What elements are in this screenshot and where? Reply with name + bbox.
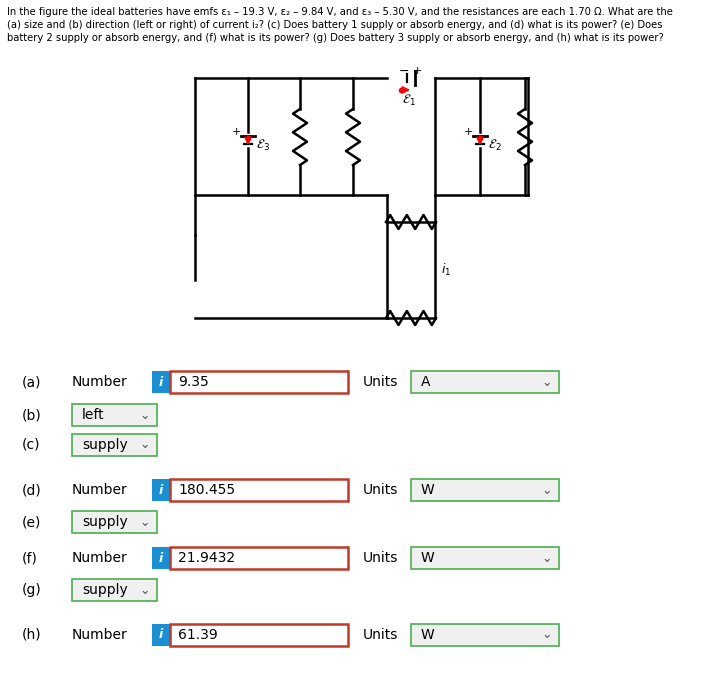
FancyBboxPatch shape	[72, 511, 157, 533]
Text: $\mathcal{E}_1$: $\mathcal{E}_1$	[402, 93, 416, 108]
Text: In the figure the ideal batteries have emfs ε₁ – 19.3 V, ε₂ – 9.84 V, and ε₃ – 5: In the figure the ideal batteries have e…	[7, 7, 673, 17]
Text: ⌄: ⌄	[542, 375, 553, 388]
Text: Units: Units	[363, 375, 399, 389]
FancyBboxPatch shape	[152, 547, 170, 569]
FancyBboxPatch shape	[72, 404, 157, 426]
Text: ⌄: ⌄	[542, 484, 553, 497]
Text: $\mathcal{E}_2$: $\mathcal{E}_2$	[488, 138, 502, 153]
FancyBboxPatch shape	[152, 371, 170, 393]
Text: (a): (a)	[22, 375, 41, 389]
Text: 180.455: 180.455	[178, 483, 235, 497]
Text: $i_1$: $i_1$	[441, 262, 451, 278]
Text: (e): (e)	[22, 515, 41, 529]
Text: ⌄: ⌄	[140, 408, 150, 422]
Text: Number: Number	[72, 628, 128, 642]
FancyBboxPatch shape	[72, 579, 157, 601]
Text: ⌄: ⌄	[140, 515, 150, 529]
Text: W: W	[421, 628, 434, 642]
FancyBboxPatch shape	[170, 371, 348, 393]
Text: Number: Number	[72, 551, 128, 565]
Text: W: W	[421, 483, 434, 497]
Text: ⌄: ⌄	[140, 439, 150, 451]
Text: (c): (c)	[22, 438, 41, 452]
Text: W: W	[421, 551, 434, 565]
Text: Units: Units	[363, 628, 399, 642]
FancyBboxPatch shape	[72, 434, 157, 456]
FancyBboxPatch shape	[411, 624, 559, 646]
Text: 21.9432: 21.9432	[178, 551, 235, 565]
Text: i: i	[159, 375, 163, 388]
Text: Units: Units	[363, 551, 399, 565]
Text: (d): (d)	[22, 483, 41, 497]
Text: ⌄: ⌄	[542, 629, 553, 641]
Text: (a) size and (b) direction (left or right) of current i₂? (c) Does battery 1 sup: (a) size and (b) direction (left or righ…	[7, 20, 662, 30]
Text: 9.35: 9.35	[178, 375, 209, 389]
Text: 61.39: 61.39	[178, 628, 218, 642]
Text: +: +	[463, 127, 472, 137]
Text: (h): (h)	[22, 628, 41, 642]
Text: ⌄: ⌄	[542, 551, 553, 565]
Text: Number: Number	[72, 483, 128, 497]
Text: i: i	[159, 484, 163, 497]
Text: battery 2 supply or absorb energy, and (f) what is its power? (g) Does battery 3: battery 2 supply or absorb energy, and (…	[7, 33, 664, 43]
FancyBboxPatch shape	[170, 624, 348, 646]
Text: i: i	[159, 551, 163, 565]
Text: supply: supply	[82, 438, 128, 452]
Text: supply: supply	[82, 583, 128, 597]
Text: +: +	[231, 127, 240, 137]
Text: supply: supply	[82, 515, 128, 529]
FancyBboxPatch shape	[152, 479, 170, 501]
FancyBboxPatch shape	[411, 371, 559, 393]
Text: i: i	[159, 629, 163, 641]
Text: (f): (f)	[22, 551, 38, 565]
Text: +: +	[413, 66, 422, 76]
Text: left: left	[82, 408, 105, 422]
FancyBboxPatch shape	[170, 547, 348, 569]
Text: (b): (b)	[22, 408, 41, 422]
FancyBboxPatch shape	[170, 479, 348, 501]
Text: A: A	[421, 375, 430, 389]
Text: Units: Units	[363, 483, 399, 497]
Text: −: −	[399, 64, 409, 77]
Text: (g): (g)	[22, 583, 41, 597]
FancyBboxPatch shape	[411, 479, 559, 501]
Text: $\mathcal{E}_3$: $\mathcal{E}_3$	[256, 138, 270, 153]
FancyBboxPatch shape	[411, 547, 559, 569]
Text: ⌄: ⌄	[140, 583, 150, 596]
Text: Number: Number	[72, 375, 128, 389]
FancyBboxPatch shape	[152, 624, 170, 646]
